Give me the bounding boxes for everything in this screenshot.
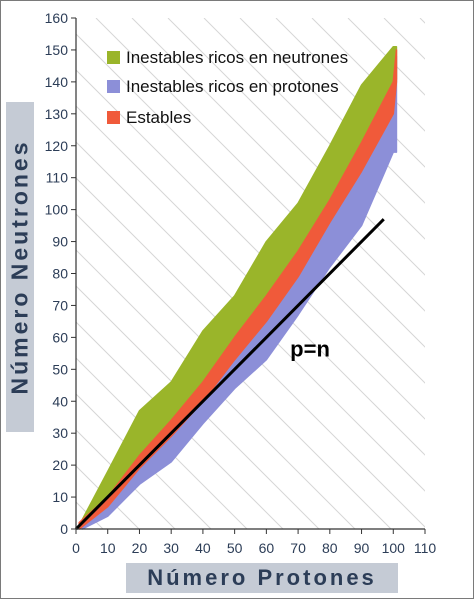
x-axis-label-box	[126, 563, 398, 593]
y-tick-label: 40	[52, 393, 68, 409]
y-axis-label-box	[6, 102, 34, 432]
grid-line	[76, 321, 284, 529]
y-tick-label: 90	[52, 234, 68, 250]
x-tick-label: 20	[132, 540, 148, 556]
band-stable	[78, 49, 398, 530]
grid-line	[76, 105, 425, 456]
grid-line	[131, 18, 425, 312]
grid-line	[203, 18, 425, 240]
y-tick-label: 30	[52, 425, 68, 441]
y-tick-label: 70	[52, 297, 68, 313]
y-tick-label: 130	[45, 106, 69, 122]
x-tick-label: 50	[227, 540, 243, 556]
x-tick-label: 70	[290, 540, 306, 556]
x-tick-label: 30	[163, 540, 179, 556]
x-axis-label: Número Protones	[147, 565, 377, 590]
legend-swatch	[107, 111, 120, 124]
x-tick-label: 100	[382, 540, 406, 556]
grid-line	[76, 177, 425, 528]
y-tick-label: 160	[45, 10, 69, 26]
y-tick-label: 20	[52, 457, 68, 473]
y-tick-label: 120	[45, 138, 69, 154]
grid-line	[76, 429, 176, 529]
y-tick-label: 100	[45, 202, 69, 218]
y-tick-label: 0	[60, 521, 68, 537]
y-tick-label: 10	[52, 489, 68, 505]
x-tick-label: 10	[100, 540, 116, 556]
x-tick-label: 0	[72, 540, 80, 556]
legend-label: Inestables ricos en protones	[126, 77, 339, 96]
x-tick-label: 90	[354, 540, 370, 556]
x-tick-label: 110	[414, 540, 437, 556]
grid-line	[76, 213, 392, 529]
p-equals-n-line	[74, 218, 385, 531]
y-tick-label: 110	[46, 170, 69, 186]
grid-line	[95, 18, 425, 348]
y-tick-label: 140	[45, 74, 69, 90]
legend-label: Estables	[126, 108, 191, 127]
grid-line	[419, 18, 425, 24]
grid-line	[76, 141, 425, 492]
grid-line	[167, 18, 425, 276]
x-tick-label: 80	[322, 540, 338, 556]
y-tick-label: 60	[52, 329, 68, 345]
grid-line	[0, 18, 31, 529]
x-tick-label: 40	[195, 540, 211, 556]
y-tick-label: 50	[52, 361, 68, 377]
p-equals-n-label: p=n	[290, 337, 330, 362]
grid-line	[76, 285, 320, 529]
x-tick-label: 60	[259, 540, 275, 556]
y-tick-label: 150	[45, 42, 69, 58]
grid-line	[239, 18, 425, 204]
legend-label: Inestables ricos en neutrones	[126, 48, 348, 67]
y-tick-label: 80	[52, 266, 68, 282]
legend-swatch	[107, 51, 120, 64]
grid-line	[76, 249, 356, 529]
grid-line	[456, 18, 474, 529]
legend-swatch	[107, 80, 120, 93]
